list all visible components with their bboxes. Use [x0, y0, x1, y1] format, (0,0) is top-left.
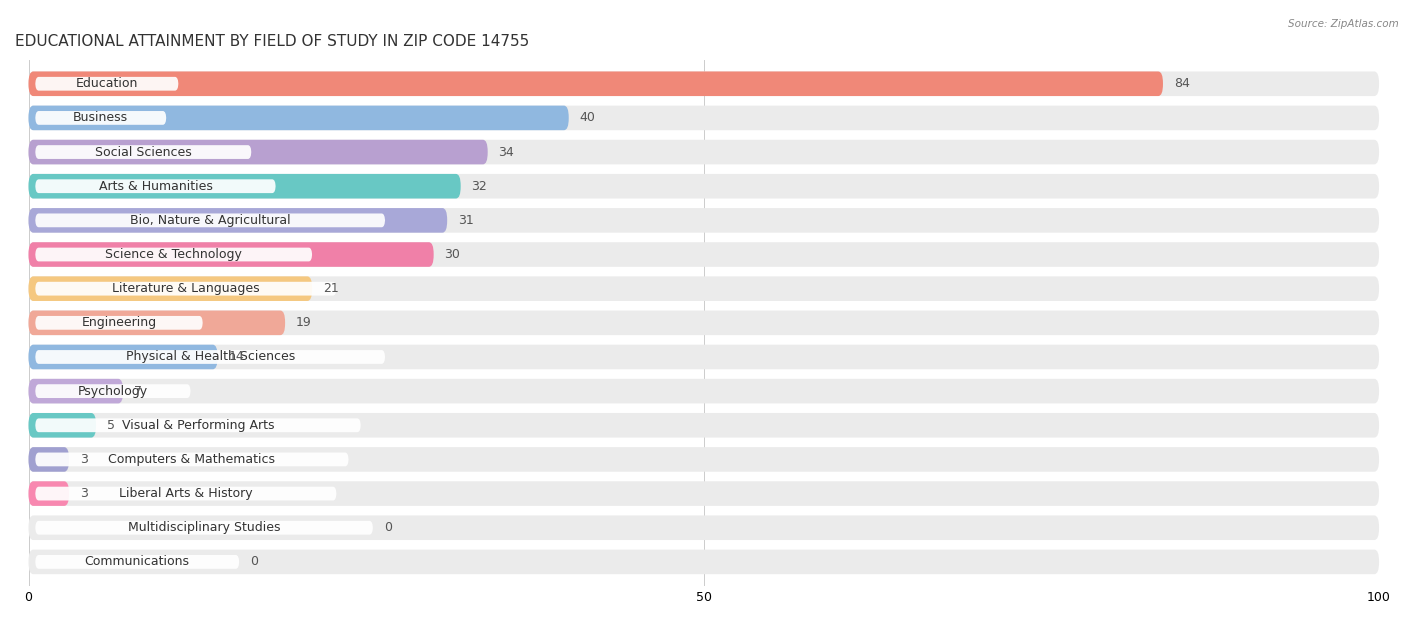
Text: 30: 30: [444, 248, 460, 261]
Text: 0: 0: [384, 521, 392, 534]
FancyBboxPatch shape: [28, 447, 69, 471]
FancyBboxPatch shape: [35, 179, 276, 193]
FancyBboxPatch shape: [35, 350, 385, 364]
FancyBboxPatch shape: [28, 242, 1379, 267]
FancyBboxPatch shape: [28, 482, 1379, 506]
FancyBboxPatch shape: [35, 282, 336, 296]
Text: 0: 0: [250, 556, 257, 568]
FancyBboxPatch shape: [28, 242, 433, 267]
Text: Engineering: Engineering: [82, 317, 156, 329]
Text: 21: 21: [323, 282, 339, 295]
FancyBboxPatch shape: [28, 71, 1163, 96]
Text: Communications: Communications: [84, 556, 190, 568]
Text: Arts & Humanities: Arts & Humanities: [98, 179, 212, 193]
Text: 32: 32: [471, 179, 488, 193]
FancyBboxPatch shape: [28, 550, 1379, 574]
FancyBboxPatch shape: [28, 140, 488, 164]
Text: Social Sciences: Social Sciences: [96, 145, 191, 159]
FancyBboxPatch shape: [28, 516, 1379, 540]
FancyBboxPatch shape: [28, 140, 1379, 164]
FancyBboxPatch shape: [35, 214, 385, 228]
FancyBboxPatch shape: [28, 276, 312, 301]
Text: 31: 31: [458, 214, 474, 227]
Text: 7: 7: [134, 385, 142, 398]
FancyBboxPatch shape: [35, 521, 373, 535]
FancyBboxPatch shape: [28, 71, 1379, 96]
FancyBboxPatch shape: [28, 344, 1379, 369]
Text: 34: 34: [499, 145, 515, 159]
FancyBboxPatch shape: [35, 145, 252, 159]
FancyBboxPatch shape: [35, 248, 312, 262]
FancyBboxPatch shape: [28, 276, 1379, 301]
FancyBboxPatch shape: [28, 106, 1379, 130]
Text: Bio, Nature & Agricultural: Bio, Nature & Agricultural: [129, 214, 291, 227]
Text: 3: 3: [80, 487, 87, 500]
FancyBboxPatch shape: [28, 106, 569, 130]
FancyBboxPatch shape: [35, 487, 336, 501]
Text: 84: 84: [1174, 77, 1189, 90]
FancyBboxPatch shape: [28, 310, 1379, 335]
FancyBboxPatch shape: [35, 384, 191, 398]
FancyBboxPatch shape: [28, 447, 1379, 471]
FancyBboxPatch shape: [28, 413, 96, 437]
FancyBboxPatch shape: [28, 379, 1379, 403]
Text: Psychology: Psychology: [77, 385, 148, 398]
Text: 40: 40: [579, 111, 595, 125]
Text: Business: Business: [73, 111, 128, 125]
FancyBboxPatch shape: [35, 111, 166, 125]
FancyBboxPatch shape: [35, 555, 239, 569]
FancyBboxPatch shape: [28, 344, 218, 369]
Text: 14: 14: [228, 351, 245, 363]
FancyBboxPatch shape: [28, 208, 1379, 233]
FancyBboxPatch shape: [35, 453, 349, 466]
Text: Physical & Health Sciences: Physical & Health Sciences: [125, 351, 295, 363]
FancyBboxPatch shape: [35, 316, 202, 330]
FancyBboxPatch shape: [35, 77, 179, 90]
Text: Education: Education: [76, 77, 138, 90]
FancyBboxPatch shape: [28, 310, 285, 335]
Text: Multidisciplinary Studies: Multidisciplinary Studies: [128, 521, 280, 534]
Text: Computers & Mathematics: Computers & Mathematics: [108, 453, 276, 466]
Text: Liberal Arts & History: Liberal Arts & History: [120, 487, 253, 500]
FancyBboxPatch shape: [28, 208, 447, 233]
Text: Visual & Performing Arts: Visual & Performing Arts: [122, 419, 274, 432]
FancyBboxPatch shape: [28, 413, 1379, 437]
Text: 3: 3: [80, 453, 87, 466]
FancyBboxPatch shape: [28, 482, 69, 506]
FancyBboxPatch shape: [28, 174, 461, 198]
FancyBboxPatch shape: [28, 174, 1379, 198]
Text: EDUCATIONAL ATTAINMENT BY FIELD OF STUDY IN ZIP CODE 14755: EDUCATIONAL ATTAINMENT BY FIELD OF STUDY…: [15, 34, 529, 49]
FancyBboxPatch shape: [35, 418, 361, 432]
Text: 19: 19: [295, 317, 312, 329]
FancyBboxPatch shape: [28, 379, 124, 403]
Text: Science & Technology: Science & Technology: [105, 248, 242, 261]
Text: Source: ZipAtlas.com: Source: ZipAtlas.com: [1288, 19, 1399, 29]
Text: 5: 5: [107, 419, 115, 432]
Text: Literature & Languages: Literature & Languages: [112, 282, 260, 295]
